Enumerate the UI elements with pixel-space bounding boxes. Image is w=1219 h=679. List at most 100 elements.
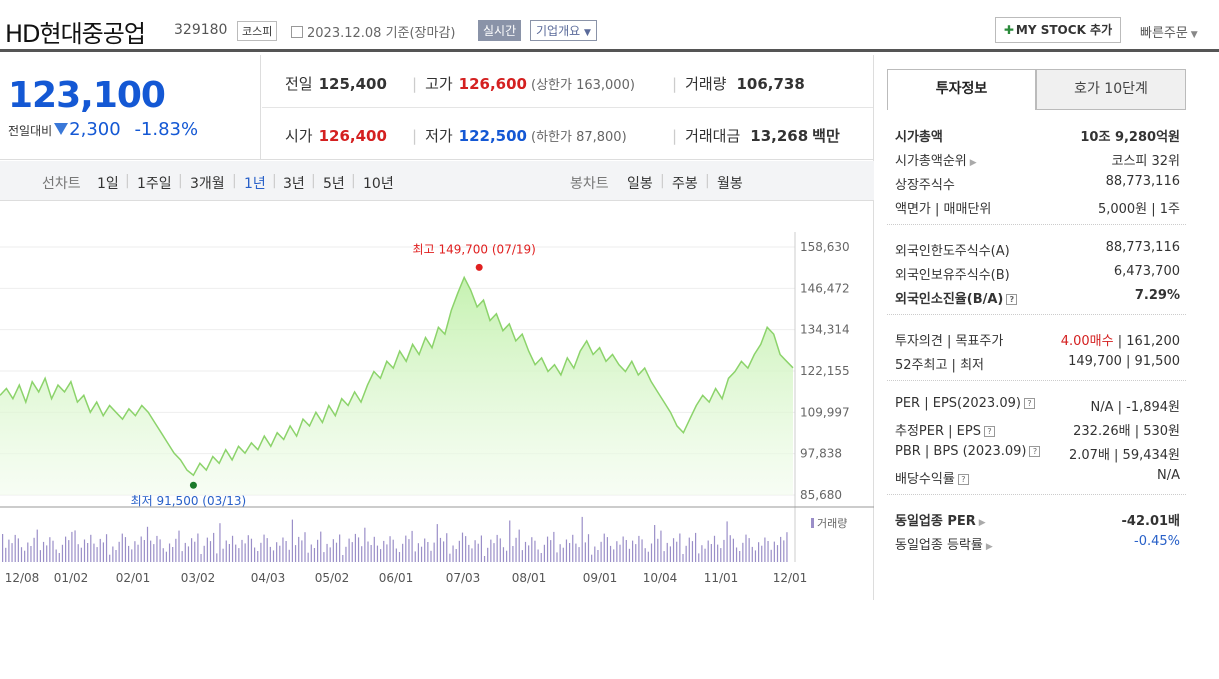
volume-bar — [175, 538, 177, 562]
volume-bar — [584, 542, 586, 562]
volume-bar — [156, 535, 158, 562]
volume-bar — [767, 541, 769, 562]
volume-bar — [597, 550, 599, 562]
help-icon[interactable]: ? — [1006, 294, 1018, 305]
price-chart-svg: 158,630 146,472 134,314 122,155 109,997 97,83… — [0, 232, 874, 585]
volume-bar — [483, 556, 486, 562]
volume-bar — [723, 539, 725, 562]
candle-daily-tab[interactable]: 일봉 — [627, 176, 653, 192]
volume-bar — [143, 540, 145, 562]
invest-row[interactable]: 동일업종 PER ▶ -42.01배 — [895, 510, 1180, 529]
candle-weekly-tab[interactable]: 주봉 — [672, 176, 698, 192]
invest-row-label: 외국인보유주식수(B) — [895, 268, 1010, 283]
volume-bar — [307, 552, 309, 562]
volume-bar — [553, 531, 555, 562]
price-area — [0, 277, 793, 495]
period-3m-tab[interactable]: 3개월 — [190, 176, 225, 192]
volume-bar — [115, 550, 117, 562]
volume-bar — [575, 543, 577, 562]
volume-bar — [732, 538, 734, 562]
volume-bar — [46, 545, 48, 562]
tab-invest-info[interactable]: 투자정보 — [887, 69, 1036, 110]
volume-bar — [644, 548, 646, 562]
volume-bar — [285, 541, 287, 562]
invest-row-label: 추정PER | EPS? — [895, 420, 995, 439]
calendar-icon — [291, 26, 303, 38]
volume-bar — [345, 546, 347, 562]
volume-bar — [420, 546, 423, 562]
volume-bar — [780, 536, 782, 562]
volume-bar — [172, 547, 174, 562]
volume-bar — [490, 539, 492, 562]
y-tick-label: 146,472 — [800, 281, 850, 295]
help-icon[interactable]: ? — [1029, 446, 1041, 457]
company-overview-dropdown[interactable]: 기업개요 ▼ — [530, 20, 597, 41]
volume-bar — [364, 527, 366, 562]
period-1y-tab[interactable]: 1년 — [244, 176, 266, 192]
volume-bar — [272, 550, 275, 562]
divider — [887, 314, 1186, 315]
volume-bar — [540, 553, 542, 562]
volume-bar — [55, 549, 57, 562]
volume-bar — [348, 538, 350, 562]
volume-bar — [269, 546, 271, 562]
invest-opinion-value: 4.00매수 — [1060, 334, 1114, 349]
volume-bar — [537, 549, 539, 562]
volume-bar — [518, 529, 520, 562]
quick-order-button[interactable]: 빠른주문 ▼ — [1140, 22, 1198, 41]
invest-row: 투자의견 | 목표주가 4.00매수 | 161,200 — [895, 330, 1180, 349]
volume-bar — [313, 548, 316, 562]
add-my-stock-button[interactable]: ✚ MY STOCK 추가 — [995, 17, 1121, 43]
current-price: 123,100 — [8, 75, 166, 116]
invest-row: 상장주식수 88,773,116 — [895, 174, 1180, 193]
volume-bar — [159, 539, 161, 562]
invest-row: 시가총액 10조 9,280억원 — [895, 126, 1180, 145]
period-1d-tab[interactable]: 1일 — [97, 176, 119, 192]
volume-bar — [477, 543, 479, 562]
candle-monthly-tab[interactable]: 월봉 — [717, 176, 743, 192]
volume-bar — [628, 548, 631, 562]
volume-bar — [83, 539, 86, 562]
volume-bar — [408, 539, 410, 562]
help-icon[interactable]: ? — [1023, 398, 1035, 409]
volume-bar — [68, 540, 70, 562]
help-icon[interactable]: ? — [957, 474, 969, 485]
invest-row-label: 투자의견 | 목표주가 — [895, 334, 1004, 349]
x-tick-label: 01/02 — [54, 571, 89, 585]
price-summary: 123,100 전일대비 2,300 -1.83% 전일 125,400 | 고가 12… — [0, 55, 874, 160]
volume-bar — [635, 544, 637, 562]
invest-row-label: 동일업종 PER ▶ — [895, 514, 986, 529]
high-marker — [475, 263, 483, 271]
period-3y-tab[interactable]: 3년 — [283, 176, 305, 192]
volume-bar — [543, 544, 545, 562]
volume-bar — [71, 531, 73, 562]
volume-bar — [52, 540, 54, 562]
volume-bar — [506, 550, 508, 562]
period-1w-tab[interactable]: 1주일 — [137, 176, 172, 192]
x-tick-label: 05/02 — [315, 571, 350, 585]
change-percent: -1.83% — [134, 119, 199, 140]
invest-row-value: 5,000원 | 1주 — [1097, 202, 1180, 217]
low-marker — [189, 481, 197, 489]
realtime-button[interactable]: 실시간 — [478, 20, 522, 41]
market-badge: 코스피 — [237, 21, 278, 41]
volume-bar — [254, 547, 256, 562]
period-10y-tab[interactable]: 10년 — [363, 176, 394, 192]
volume-bar — [165, 551, 167, 562]
help-icon[interactable]: ? — [983, 426, 995, 437]
period-5y-tab[interactable]: 5년 — [323, 176, 345, 192]
invest-row[interactable]: 동일업종 등락률 ▶ -0.45% — [895, 534, 1180, 553]
volume-bar — [698, 553, 700, 562]
volume-bar — [140, 536, 142, 562]
invest-row-value: 88,773,116 — [1105, 240, 1180, 255]
volume-bar — [380, 549, 382, 562]
invest-row: 외국인한도주식수(A) 88,773,116 — [895, 240, 1180, 259]
invest-row[interactable]: 시가총액순위 ▶ 코스피 32위 — [895, 150, 1180, 169]
chevron-right-icon: ▶ — [985, 542, 993, 552]
low-label: 저가 — [425, 127, 453, 145]
volume-bar — [231, 535, 234, 562]
invest-row: 액면가 | 매매단위 5,000원 | 1주 — [895, 198, 1180, 217]
prev-value: 125,400 — [318, 75, 387, 93]
tab-orderbook[interactable]: 호가 10단계 — [1036, 69, 1186, 110]
volume-bar — [641, 539, 643, 562]
